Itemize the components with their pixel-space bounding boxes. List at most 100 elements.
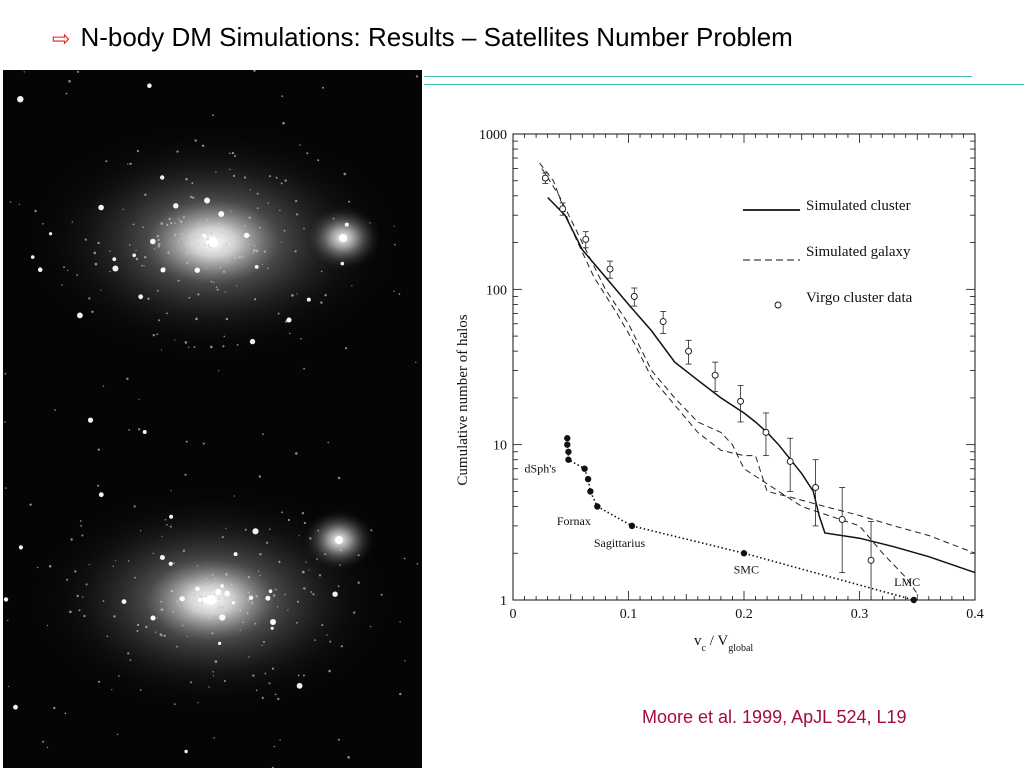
- subhalo-point: [244, 224, 246, 227]
- subhalo-point: [122, 208, 124, 211]
- subhalo-point: [127, 560, 130, 562]
- subhalo-point: [160, 608, 164, 611]
- subhalo-point: [339, 549, 342, 552]
- subhalo-point: [344, 222, 349, 227]
- subhalo-point: [357, 581, 360, 584]
- subhalo-point: [128, 244, 131, 246]
- annotation-label: SMC: [734, 563, 759, 577]
- subhalo-point: [320, 301, 323, 304]
- subhalo-point: [287, 518, 290, 522]
- subhalo-point: [23, 71, 25, 73]
- subhalo-point: [46, 624, 49, 627]
- subhalo-point: [190, 681, 192, 684]
- subhalo-point: [294, 250, 297, 253]
- subhalo-point: [197, 598, 202, 602]
- subhalo-point: [305, 561, 307, 563]
- subhalo-point: [227, 608, 229, 610]
- subhalo-point: [7, 619, 9, 622]
- subhalo-point: [222, 270, 226, 273]
- subhalo-point: [112, 565, 114, 567]
- subhalo-point: [230, 254, 232, 256]
- subhalo-point: [218, 222, 222, 225]
- subhalo-point: [258, 570, 260, 572]
- subhalo-point: [98, 492, 104, 498]
- subhalo-point: [191, 182, 194, 185]
- subhalo-point: [233, 174, 236, 177]
- subhalo-point: [138, 398, 140, 400]
- subhalo-point: [347, 756, 350, 759]
- subhalo-point: [91, 310, 94, 313]
- subhalo-point: [221, 606, 224, 609]
- subhalo-point: [182, 216, 185, 219]
- subhalo-point: [132, 253, 136, 258]
- milky-way-satellite-point: [584, 475, 592, 483]
- subhalo-point: [132, 223, 135, 226]
- milky-way-satellite-point: [594, 503, 601, 510]
- subhalo-point: [156, 333, 159, 336]
- subhalo-point: [193, 346, 196, 348]
- subhalo-point: [337, 476, 341, 480]
- subhalo-point: [64, 712, 67, 715]
- subhalo-point: [208, 686, 210, 688]
- subhalo-point: [273, 594, 276, 597]
- subhalo-point: [173, 562, 175, 564]
- x-tick-label: 0.4: [966, 607, 984, 622]
- subhalo-point: [219, 605, 222, 608]
- subhalo-point: [127, 163, 129, 165]
- subhalo-point: [195, 586, 200, 592]
- subhalo-point: [204, 595, 207, 598]
- subhalo-point: [249, 234, 252, 237]
- subhalo-point: [167, 251, 170, 254]
- subhalo-point: [212, 671, 214, 673]
- subhalo-point: [221, 536, 224, 539]
- subhalo-point: [160, 634, 163, 637]
- simulation-image: [3, 70, 422, 768]
- subhalo-point: [81, 596, 84, 598]
- subhalo-point: [18, 545, 23, 550]
- subhalo-point: [138, 294, 144, 300]
- subhalo-point: [106, 635, 109, 638]
- subhalo-point: [170, 222, 173, 225]
- subhalo-point: [239, 609, 242, 612]
- subhalo-point: [370, 529, 373, 532]
- subhalo-point: [207, 609, 210, 611]
- subhalo-point: [229, 599, 231, 602]
- subhalo-point: [236, 344, 239, 346]
- subhalo-point: [179, 220, 183, 223]
- subhalo-point: [98, 680, 101, 683]
- subhalo-point: [204, 610, 207, 613]
- subhalo-point: [160, 175, 165, 180]
- subhalo-point: [254, 265, 259, 269]
- subhalo-point: [97, 484, 100, 487]
- subhalo-point: [369, 222, 371, 224]
- subhalo-point: [115, 560, 117, 562]
- subhalo-point: [193, 249, 195, 251]
- milky-way-satellite-point: [740, 550, 748, 557]
- subhalo-point: [208, 245, 210, 247]
- milky-way-satellite-point: [587, 488, 594, 495]
- subhalo-point: [81, 534, 84, 537]
- subhalo-point: [154, 631, 157, 633]
- virgo-data-point: [541, 174, 549, 182]
- subhalo-point: [225, 242, 228, 245]
- subhalo-point: [74, 570, 77, 573]
- subhalo-point: [85, 583, 88, 586]
- subhalo-point: [204, 243, 207, 246]
- subhalo-point: [236, 285, 238, 287]
- subhalo-point: [291, 294, 294, 297]
- subhalo-point: [337, 738, 340, 741]
- subhalo-point: [210, 232, 213, 235]
- subhalo-point: [275, 176, 278, 179]
- subhalo-point: [156, 617, 158, 619]
- subhalo-point: [296, 600, 299, 603]
- subhalo-point: [184, 473, 187, 476]
- subhalo-point: [316, 558, 318, 560]
- subhalo-point: [297, 674, 300, 677]
- subhalo-point: [138, 428, 141, 431]
- subhalo-point: [219, 614, 226, 621]
- subhalo-point: [207, 616, 210, 620]
- subhalo-point: [231, 601, 236, 605]
- subhalo-point: [109, 250, 111, 252]
- subhalo-point: [218, 240, 220, 242]
- subhalo-point: [255, 595, 258, 598]
